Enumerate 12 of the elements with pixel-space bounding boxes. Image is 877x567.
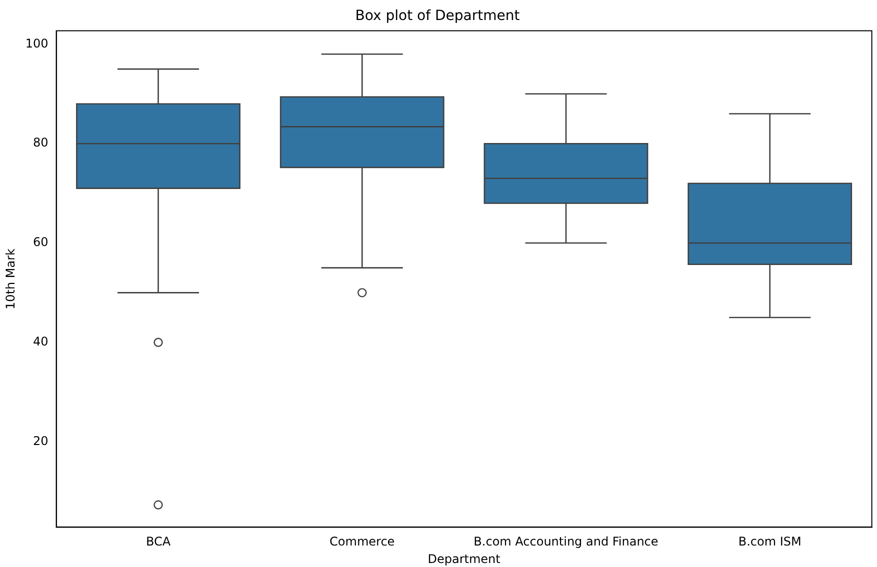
x-axis-title: Department — [428, 552, 501, 566]
y-tick-label: 80 — [33, 136, 48, 150]
x-tick-label: B.com Accounting and Finance — [474, 534, 658, 549]
x-tick-label: BCA — [146, 534, 172, 549]
chart-title: Box plot of Department — [355, 8, 520, 24]
y-tick-label: 100 — [25, 36, 48, 50]
y-axis-title: 10th Mark — [3, 248, 18, 310]
y-tick-label: 40 — [33, 334, 48, 348]
y-tick-label: 60 — [33, 235, 48, 250]
x-tick-label: B.com ISM — [738, 534, 802, 549]
y-tick-label: 20 — [33, 434, 48, 448]
x-tick-label: Commerce — [330, 534, 395, 549]
